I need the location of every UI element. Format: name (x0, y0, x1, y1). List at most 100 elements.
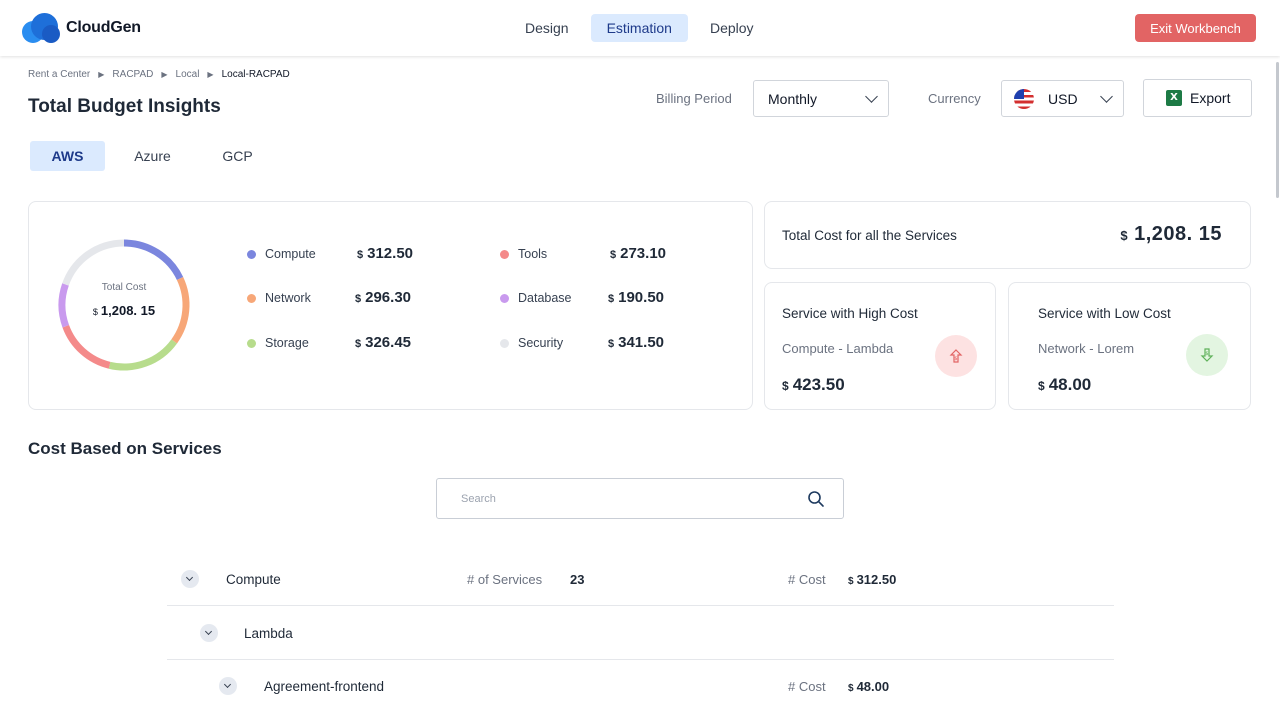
chevron-down-icon[interactable] (181, 570, 199, 588)
caret-right-icon: ▶ (98, 70, 105, 79)
search-icon[interactable] (807, 490, 825, 508)
donut-segment-compute (123, 239, 184, 281)
legend-label: Network (265, 291, 311, 305)
cost-donut-chart (58, 239, 190, 371)
legend-storage: Storage (247, 336, 309, 350)
page-scrollbar[interactable] (1276, 62, 1279, 198)
legend-dot (247, 338, 256, 348)
currency-symbol: $ (355, 338, 362, 350)
legend-label: Storage (265, 336, 309, 350)
legend-compute: Compute (247, 247, 316, 261)
service-name: Agreement-frontend (264, 679, 385, 694)
legend-value-storage: $326.45 (355, 334, 411, 351)
currency-select[interactable]: USD (1001, 80, 1124, 117)
legend-tools: Tools (500, 247, 547, 261)
export-label: Export (1190, 90, 1231, 106)
currency-symbol: $ (92, 307, 98, 317)
legend-value-compute: $312.50 (357, 245, 413, 262)
donut-segment-network (171, 276, 190, 344)
breadcrumb-current: Local-RACPAD (221, 69, 290, 80)
currency-symbol: $ (782, 379, 789, 393)
total-cost-amount: 1,208. 15 (1134, 223, 1222, 245)
total-cost-label: Total Cost for all the Services (782, 228, 957, 243)
cost-down-icon: $ (1186, 334, 1228, 376)
donut-total-value: $1,208. 15 (69, 303, 179, 318)
high-cost-value: $423.50 (782, 375, 845, 395)
search-input[interactable] (438, 480, 798, 517)
donut-segment-tools (62, 324, 111, 369)
nav-estimation[interactable]: Estimation (590, 14, 688, 42)
donut-segment-storage (108, 339, 178, 371)
high-cost-amount: 423.50 (792, 375, 845, 394)
legend-label: Database (518, 291, 572, 305)
legend-label: Security (518, 336, 564, 350)
billing-period-label: Billing Period (656, 91, 732, 106)
legend-dot (500, 293, 509, 303)
currency-symbol: $ (848, 683, 854, 694)
legend-value-tools: $273.10 (610, 245, 666, 262)
billing-period-select[interactable]: Monthly (753, 80, 889, 117)
low-cost-card: Service with Low Cost Network - Lorem $4… (1008, 282, 1251, 410)
high-cost-title: Service with High Cost (782, 306, 918, 321)
service-name: Lambda (244, 626, 293, 641)
currency-label: Currency (928, 91, 981, 106)
currency-symbol: $ (1120, 228, 1129, 243)
cloud-logo-icon (22, 13, 62, 43)
chevron-down-icon (1100, 90, 1113, 103)
cost-amount: 312.50 (856, 572, 897, 587)
donut-total-amount: 1,208. 15 (100, 303, 156, 318)
excel-icon: X (1166, 90, 1182, 106)
low-cost-amount: 48.00 (1048, 375, 1092, 394)
legend-amount: 312.50 (367, 245, 414, 262)
legend-network: Network (247, 291, 311, 305)
nav-design[interactable]: Design (525, 20, 569, 36)
app-logo[interactable]: CloudGen (22, 13, 141, 43)
exit-workbench-button[interactable]: Exit Workbench (1135, 14, 1256, 42)
us-flag-icon (1014, 88, 1034, 109)
legend-value-network: $296.30 (355, 289, 411, 306)
currency-value: USD (1048, 90, 1078, 107)
chevron-down-icon[interactable] (219, 677, 237, 695)
low-cost-service: Network - Lorem (1038, 341, 1135, 356)
nav-deploy[interactable]: Deploy (709, 20, 754, 36)
currency-symbol: $ (1038, 379, 1045, 393)
breadcrumb-item[interactable]: Rent a Center (28, 69, 91, 80)
tab-aws[interactable]: AWS (30, 141, 105, 171)
breadcrumb-item[interactable]: RACPAD (112, 69, 154, 80)
service-row-compute: Compute # of Services 23 # Cost $312.50 (167, 553, 1114, 606)
donut-segment-database (58, 283, 70, 328)
svg-text:$: $ (1205, 351, 1208, 357)
services-count-value: 23 (570, 572, 585, 587)
legend-value-database: $190.50 (608, 289, 664, 306)
export-button[interactable]: X Export (1143, 79, 1252, 117)
high-cost-service: Compute - Lambda (782, 341, 894, 356)
cloud-provider-tabs: AWS Azure GCP (30, 141, 285, 171)
legend-database: Database (500, 291, 572, 305)
cost-value: $48.00 (848, 679, 889, 694)
cost-label: # Cost (788, 679, 826, 694)
currency-symbol: $ (608, 338, 615, 350)
legend-amount: 341.50 (618, 334, 665, 351)
legend-dot (500, 249, 509, 259)
donut-total-label: Total Cost (101, 282, 147, 293)
donut-segment-security (62, 239, 125, 286)
caret-right-icon: ▶ (161, 70, 168, 79)
main-nav: Design Estimation Deploy (509, 14, 776, 42)
cost-breakdown-card: Total Cost $1,208. 15 Compute $312.50 Ne… (28, 201, 753, 410)
breadcrumb-item[interactable]: Local (175, 69, 200, 80)
service-row-lambda: Lambda (167, 607, 1114, 660)
svg-text:$: $ (954, 356, 957, 362)
legend-amount: 273.10 (620, 245, 667, 262)
service-search (436, 478, 844, 519)
top-header: CloudGen Design Estimation Deploy Exit W… (0, 0, 1280, 56)
low-cost-value: $48.00 (1038, 375, 1091, 395)
chevron-down-icon[interactable] (200, 624, 218, 642)
legend-dot (500, 338, 509, 348)
cost-amount: 48.00 (856, 679, 890, 694)
services-count-label: # of Services (467, 572, 543, 587)
tab-azure[interactable]: Azure (134, 148, 171, 164)
legend-security: Security (500, 336, 563, 350)
tab-gcp[interactable]: GCP (222, 148, 253, 164)
legend-amount: 190.50 (618, 289, 665, 306)
total-cost-card: Total Cost for all the Services $1,208. … (764, 201, 1251, 269)
